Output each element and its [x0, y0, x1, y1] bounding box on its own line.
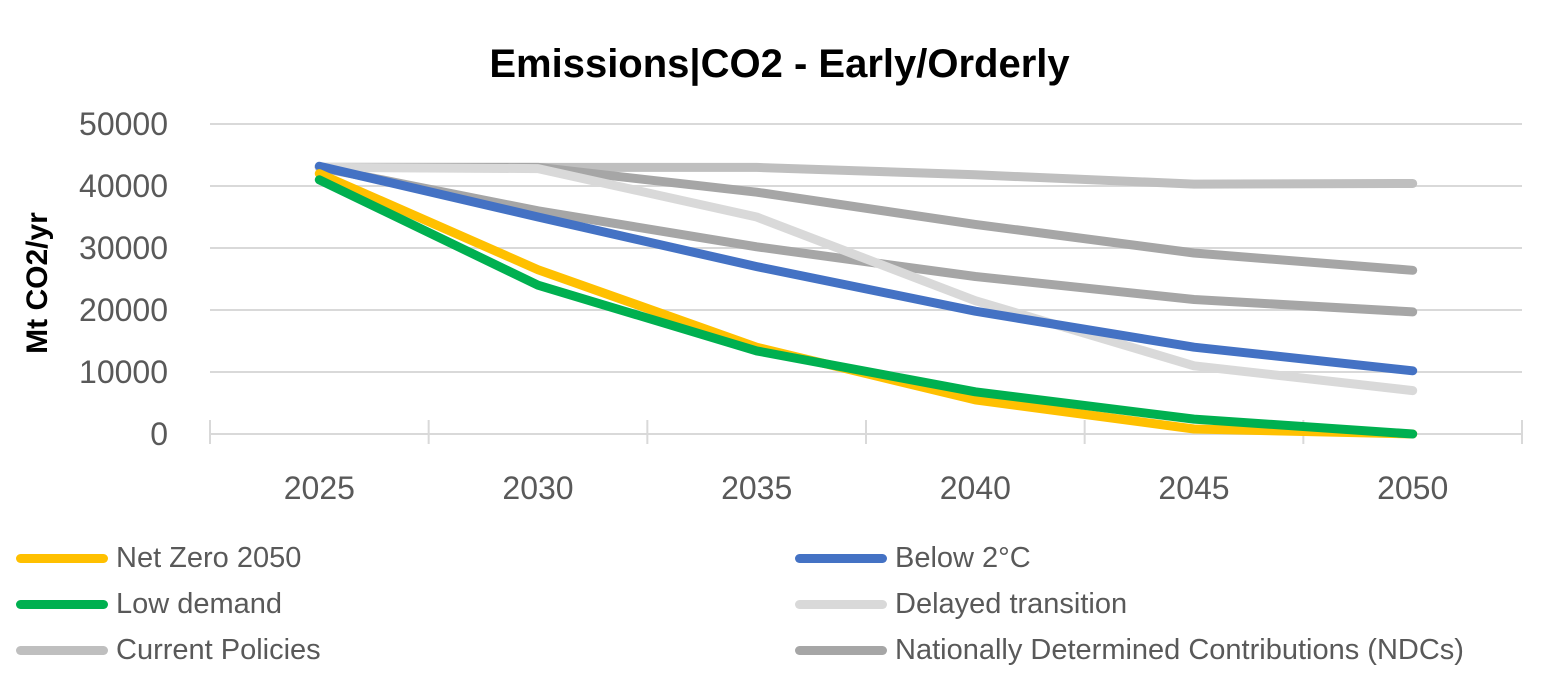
legend-swatch [16, 553, 108, 563]
x-tick-label: 2045 [1158, 470, 1229, 506]
y-tick-label: 20000 [79, 292, 168, 328]
gridlines [210, 123, 1522, 373]
y-tick-label: 40000 [79, 168, 168, 204]
series-line [314, 175, 1418, 439]
y-tick-label: 10000 [79, 354, 168, 390]
legend-label: Delayed transition [895, 587, 1128, 620]
x-axis-ticks: 2025 2030 2035 2040 2045 2050 [284, 470, 1449, 506]
legend-item: Below 2°C [795, 536, 1031, 580]
series-line [314, 161, 1418, 376]
x-tick-label: 2035 [721, 470, 792, 506]
legend-item: Net Zero 2050 [16, 536, 301, 580]
legend-swatch [16, 645, 108, 655]
legend-item: Nationally Determined Contributions (NDC… [795, 628, 1464, 672]
series-line [314, 162, 1418, 396]
legend-label: Nationally Determined Contributions (NDC… [895, 633, 1464, 666]
y-axis-ticks: 0 10000 20000 30000 40000 50000 [79, 106, 168, 452]
legend-label: Current Policies [116, 633, 321, 666]
x-tick-label: 2050 [1377, 470, 1448, 506]
legend-item: Delayed transition [795, 582, 1127, 626]
legend-swatch [795, 645, 887, 655]
x-tick-label: 2025 [284, 470, 355, 506]
y-tick-label: 0 [150, 416, 168, 452]
series-lines [314, 161, 1418, 439]
y-tick-label: 30000 [79, 230, 168, 266]
y-axis-label: Mt CO2/yr [21, 212, 54, 354]
legend-swatch [16, 599, 108, 609]
legend-item: Current Policies [16, 628, 321, 672]
legend-label: Below 2°C [895, 541, 1031, 574]
y-tick-label: 50000 [79, 106, 168, 142]
legend-swatch [795, 599, 887, 609]
x-tick-label: 2040 [940, 470, 1011, 506]
legend-label: Net Zero 2050 [116, 541, 302, 574]
x-tick-label: 2030 [502, 470, 573, 506]
legend-item: Low demand [16, 582, 282, 626]
chart-title: Emissions|CO2 - Early/Orderly [489, 42, 1070, 86]
legend-swatch [795, 553, 887, 563]
legend-label: Low demand [116, 587, 283, 620]
